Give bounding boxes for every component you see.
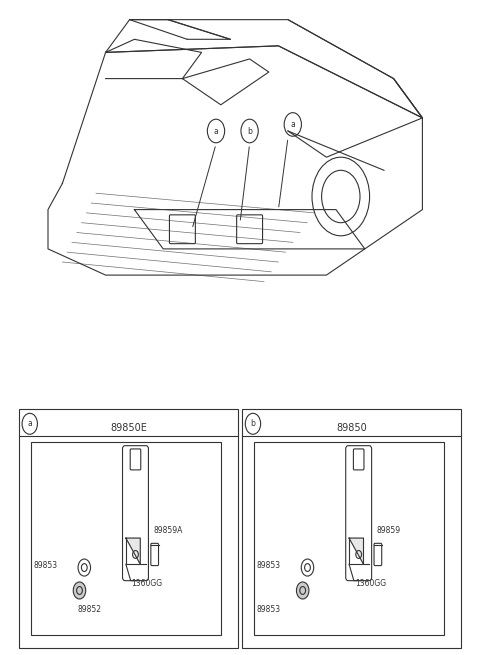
Text: a: a: [27, 419, 32, 428]
Text: 89850: 89850: [336, 422, 367, 433]
Text: 89853: 89853: [257, 561, 281, 570]
Text: b: b: [247, 126, 252, 136]
Text: 89853: 89853: [34, 561, 58, 570]
Text: 1360GG: 1360GG: [132, 580, 163, 588]
Text: 89852: 89852: [77, 605, 101, 614]
Text: b: b: [251, 419, 255, 428]
Polygon shape: [126, 538, 140, 565]
Polygon shape: [349, 538, 363, 565]
Circle shape: [297, 582, 309, 599]
Text: 89859: 89859: [377, 526, 401, 534]
Text: 89853: 89853: [257, 605, 281, 614]
Text: 1360GG: 1360GG: [355, 580, 386, 588]
Circle shape: [73, 582, 86, 599]
Text: a: a: [214, 126, 218, 136]
Text: 89850E: 89850E: [110, 422, 147, 433]
Text: 89859A: 89859A: [154, 526, 183, 534]
Text: a: a: [290, 120, 295, 129]
